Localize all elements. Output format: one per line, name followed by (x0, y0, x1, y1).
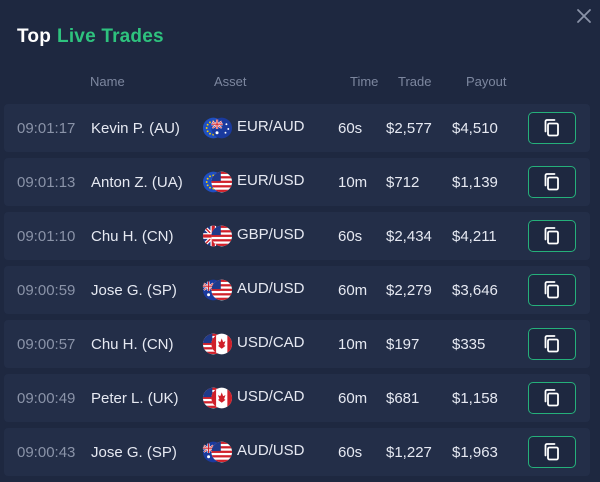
trade-amount: $2,279 (386, 282, 432, 299)
copy-icon (544, 443, 559, 461)
trader-name: Chu H. (CN) (91, 336, 174, 353)
copy-trade-button[interactable] (528, 220, 576, 252)
trade-duration: 60s (338, 228, 363, 245)
trade-row: 09:01:13 Anton Z. (UA) EUR/USD 10m $712 … (4, 158, 590, 206)
trader-name: Peter L. (UK) (91, 390, 179, 407)
copy-icon (544, 281, 559, 299)
close-icon[interactable] (574, 6, 594, 26)
trade-duration: 60m (338, 390, 368, 407)
trade-asset: EUR/AUD (237, 118, 305, 135)
trade-payout: $4,211 (452, 228, 497, 245)
trade-payout: $4,510 (452, 120, 498, 137)
title-live-trades: Live Trades (57, 26, 164, 47)
copy-icon (544, 227, 559, 245)
currency-pair-flag-icon (202, 386, 233, 410)
trade-duration: 60m (338, 282, 368, 299)
trade-amount: $1,227 (386, 444, 432, 461)
copy-trade-button[interactable] (528, 382, 576, 414)
trade-time: 09:00:49 (17, 390, 76, 407)
trade-asset: USD/CAD (237, 334, 305, 351)
copy-trade-button[interactable] (528, 274, 576, 306)
copy-trade-button[interactable] (528, 436, 576, 468)
trader-name: Chu H. (CN) (91, 228, 174, 245)
col-trade: Trade (398, 74, 432, 89)
copy-icon (544, 119, 559, 137)
trade-duration: 10m (338, 336, 368, 353)
col-time: Time (350, 74, 379, 89)
trade-row: 09:01:10 Chu H. (CN) GBP/USD 60s $2,434 … (4, 212, 590, 260)
copy-trade-button[interactable] (528, 166, 576, 198)
trade-amount: $2,577 (386, 120, 432, 137)
trade-asset: EUR/USD (237, 172, 305, 189)
trade-payout: $1,158 (452, 390, 498, 407)
trade-duration: 60s (338, 444, 363, 461)
trader-name: Kevin P. (AU) (91, 120, 180, 137)
trade-row: 09:00:49 Peter L. (UK) USD/CAD 60m $681 … (4, 374, 590, 422)
trade-asset: AUD/USD (237, 280, 305, 297)
trader-name: Jose G. (SP) (91, 444, 177, 461)
trade-amount: $2,434 (386, 228, 432, 245)
trade-payout: $3,646 (452, 282, 498, 299)
trade-row: 09:00:59 Jose G. (SP) AUD/USD 60m $2,279… (4, 266, 590, 314)
trade-row: 09:00:57 Chu H. (CN) USD/CAD 10m $197 $3… (4, 320, 590, 368)
currency-pair-flag-icon (202, 116, 233, 140)
trade-asset: USD/CAD (237, 388, 305, 405)
trader-name: Anton Z. (UA) (91, 174, 183, 191)
currency-pair-flag-icon (202, 170, 233, 194)
trade-payout: $1,963 (452, 444, 498, 461)
table-header: Name Asset Time Trade Payout (0, 74, 600, 90)
copy-icon (544, 173, 559, 191)
trade-time: 09:00:43 (17, 444, 76, 461)
copy-trade-button[interactable] (528, 112, 576, 144)
trade-asset: GBP/USD (237, 226, 305, 243)
title-top: Top (17, 26, 52, 47)
currency-pair-flag-icon (202, 278, 233, 302)
trade-time: 09:00:59 (17, 282, 76, 299)
trade-amount: $681 (386, 390, 420, 407)
trade-time: 09:00:57 (17, 336, 76, 353)
trade-payout: $1,139 (452, 174, 498, 191)
live-trades-list: 09:01:17 Kevin P. (AU) EUR/AUD 60s $2,57… (4, 104, 590, 482)
copy-icon (544, 335, 559, 353)
col-asset: Asset (214, 74, 247, 89)
currency-pair-flag-icon (202, 440, 233, 464)
trader-name: Jose G. (SP) (91, 282, 177, 299)
trade-time: 09:01:13 (17, 174, 76, 191)
trade-row: 09:01:17 Kevin P. (AU) EUR/AUD 60s $2,57… (4, 104, 590, 152)
trade-row: 09:00:43 Jose G. (SP) AUD/USD 60s $1,227… (4, 428, 590, 476)
copy-trade-button[interactable] (528, 328, 576, 360)
copy-icon (544, 389, 559, 407)
trade-amount: $197 (386, 336, 420, 353)
trade-time: 09:01:17 (17, 120, 76, 137)
col-name: Name (90, 74, 125, 89)
currency-pair-flag-icon (202, 332, 233, 356)
trade-asset: AUD/USD (237, 442, 305, 459)
trade-amount: $712 (386, 174, 420, 191)
panel-title: Top Live Trades (17, 26, 164, 48)
col-payout: Payout (466, 74, 507, 89)
trade-duration: 10m (338, 174, 368, 191)
trade-payout: $335 (452, 336, 486, 353)
currency-pair-flag-icon (202, 224, 233, 248)
trade-duration: 60s (338, 120, 363, 137)
trade-time: 09:01:10 (17, 228, 76, 245)
